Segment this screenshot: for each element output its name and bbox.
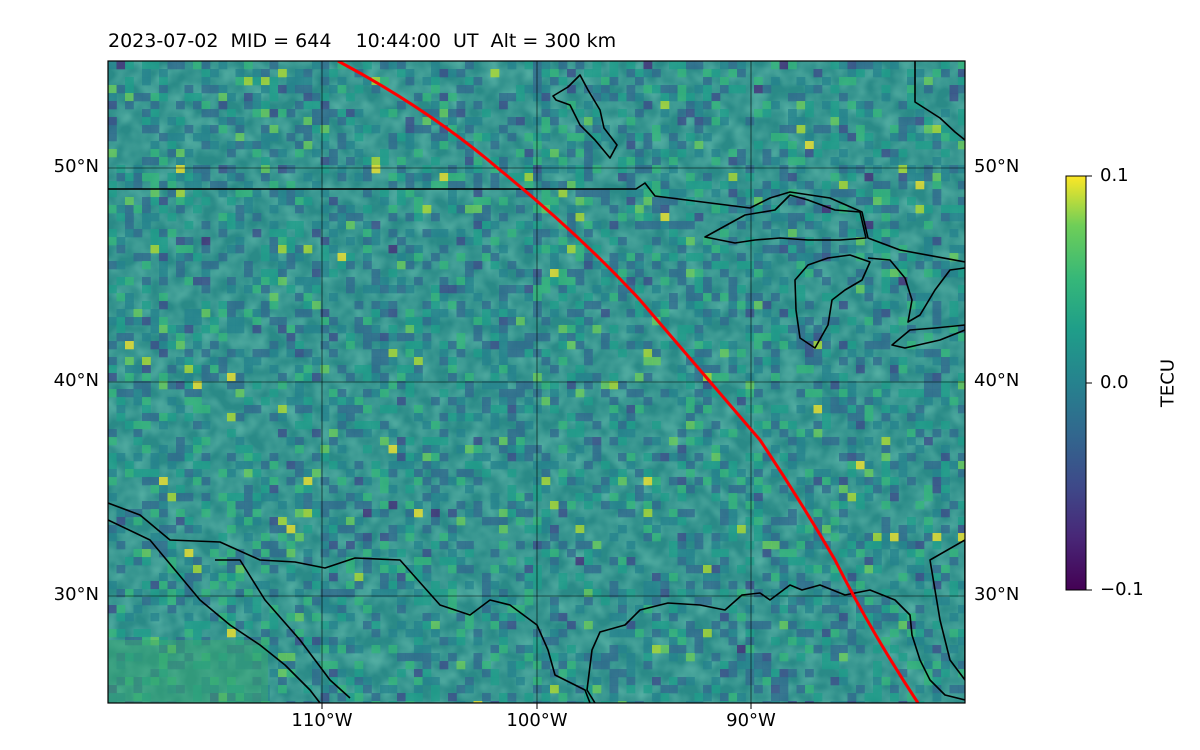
lat-label-30-left: 30°N: [53, 584, 99, 605]
colorbar-ticks: [1086, 175, 1092, 591]
baja-california: [108, 519, 321, 703]
lat-label-50-right: 50°N: [974, 156, 1020, 177]
tec-cells: [108, 61, 965, 703]
sonora-coast: [215, 559, 351, 699]
lon-ticks: [321, 703, 752, 709]
lake-superior: [704, 194, 867, 244]
florida: [929, 539, 965, 681]
lat-label-40-right: 40°N: [974, 370, 1020, 391]
colorbar-tick-zero: 0.0: [1100, 372, 1129, 393]
hudson-bay-islands: [552, 74, 618, 159]
lon-label-100: 100°W: [506, 710, 568, 731]
lake-michigan: [794, 254, 871, 349]
colorbar-gradient: [1065, 175, 1087, 591]
plot-title: 2023-07-02 MID = 644 10:44:00 UT Alt = 3…: [108, 30, 617, 52]
lat-label-30-right: 30°N: [974, 584, 1020, 605]
coastlines: [108, 61, 965, 703]
us-canada-border: [108, 182, 965, 263]
lat-label-50-left: 50°N: [53, 156, 99, 177]
lon-label-90: 90°W: [726, 710, 776, 731]
lake-huron: [867, 257, 965, 323]
colorbar-tick-max: 0.1: [1100, 165, 1129, 186]
gulf-coast: [586, 584, 965, 703]
graticule: [108, 61, 965, 703]
satellite-track: [337, 61, 920, 703]
colorbar-tick-min: −0.1: [1100, 579, 1144, 600]
mexico-border: [108, 502, 591, 703]
lon-label-110: 110°W: [291, 710, 353, 731]
colorbar-title: TECU: [1157, 358, 1179, 408]
map-area: [108, 61, 965, 703]
lake-erie: [891, 324, 965, 349]
lat-label-40-left: 40°N: [53, 370, 99, 391]
hudson-coast: [914, 61, 965, 141]
